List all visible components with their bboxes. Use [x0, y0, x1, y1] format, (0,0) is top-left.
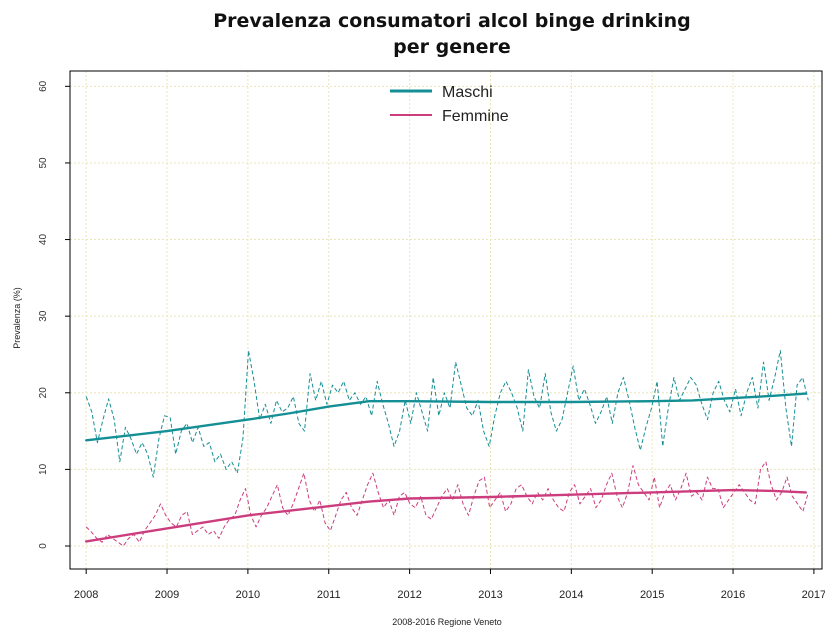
x-tick-label-2016: 2016 [721, 589, 745, 601]
series-trend-maschi [84, 392, 807, 442]
series-trend-femmine [84, 488, 807, 543]
y-tick-label-20: 20 [38, 387, 49, 399]
x-tick-label-2011: 2011 [317, 589, 341, 601]
plot-frame [69, 70, 823, 570]
chart-title-line-2: per genere [393, 36, 511, 58]
y-tick-label-30: 30 [38, 310, 49, 322]
x-tick-label-2009: 2009 [155, 589, 179, 601]
y-axis-label: Prevalenza (%) [12, 287, 22, 349]
series-monthly-femmine [85, 461, 809, 547]
x-axis-label: 2008-2016 Regione Veneto [392, 617, 502, 627]
x-tick-label-2013: 2013 [478, 589, 502, 601]
x-tick-label-2017: 2017 [802, 589, 825, 601]
y-tick-label-60: 60 [38, 80, 49, 92]
y-axis: 0 10 20 30 40 50 60 [38, 80, 70, 549]
legend: Maschi Femmine [390, 84, 509, 125]
y-tick-label-0: 0 [38, 543, 49, 549]
gridlines [70, 71, 822, 569]
y-tick-label-40: 40 [38, 234, 49, 246]
x-tick-label-2008: 2008 [74, 589, 98, 601]
x-tick-label-2012: 2012 [397, 589, 421, 601]
x-axis: 2008 2009 2010 2011 2012 2013 2014 2015 2016 2017 [74, 569, 825, 601]
chart-title-line-1: Prevalenza consumatori alcol binge drink… [213, 10, 691, 32]
series-layer [84, 350, 809, 547]
x-tick-label-2015: 2015 [640, 589, 664, 601]
legend-label-maschi: Maschi [442, 84, 493, 101]
y-tick-label-50: 50 [38, 157, 49, 169]
x-tick-label-2010: 2010 [236, 589, 260, 601]
y-tick-label-10: 10 [38, 463, 49, 475]
series-monthly-maschi [85, 350, 809, 478]
legend-label-femmine: Femmine [442, 108, 509, 125]
x-tick-label-2014: 2014 [559, 589, 583, 601]
